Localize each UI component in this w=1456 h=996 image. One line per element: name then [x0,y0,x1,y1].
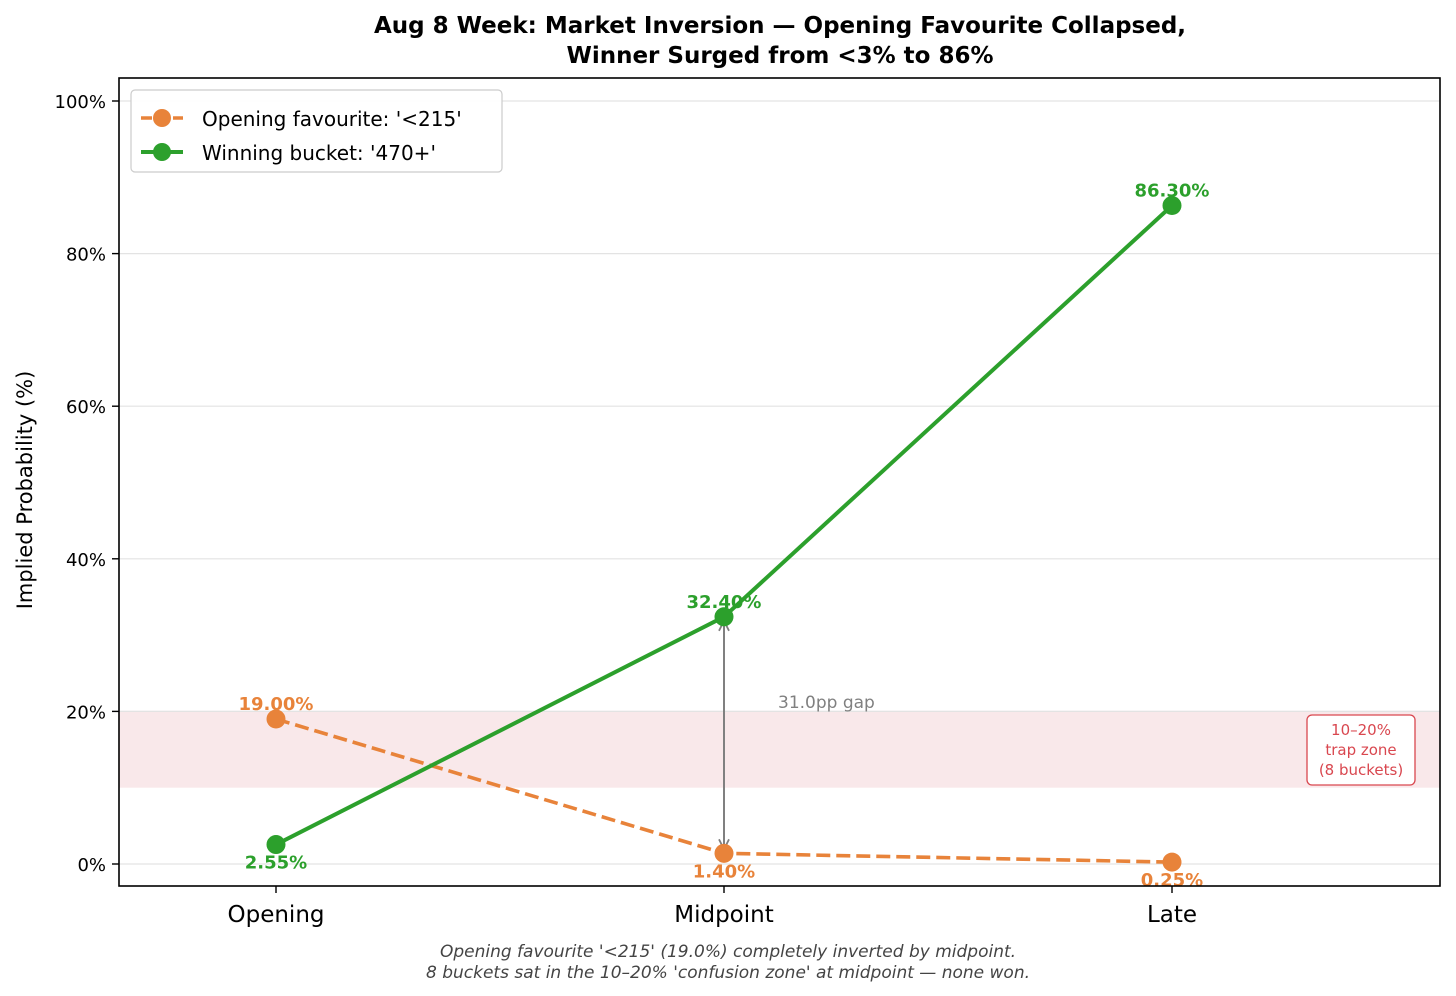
y-tick-label: 60% [66,397,106,418]
footnote-line-2: 8 buckets sat in the 10–20% 'confusion z… [426,963,1030,983]
data-point-opening-favourite [266,709,286,729]
y-tick-label: 20% [66,702,106,723]
chart-title-line-1: Aug 8 Week: Market Inversion — Opening F… [374,13,1186,39]
legend: Opening favourite: '<215' Winning bucket… [130,89,503,173]
grid-layer [119,100,1440,865]
legend-marker-opening-favourite [153,109,171,127]
data-point-winning-bucket [1162,196,1182,216]
x-tick-layer: Opening Midpoint Late [228,886,1197,928]
trap-zone-label: 10–20% trap zone (8 buckets) [1306,714,1416,786]
data-label-winning-bucket: 32.40% [687,592,762,613]
data-point-winning-bucket [714,607,734,627]
chart-title-line-2: Winner Surged from <3% to 86% [566,43,993,69]
data-label-winning-bucket: 86.30% [1135,181,1210,202]
data-point-opening-favourite [714,843,734,863]
data-point-winning-bucket [266,835,286,855]
y-tick-label: 100% [55,92,106,113]
data-label-opening-favourite: 19.00% [239,694,314,715]
series-layer: 19.00% 1.40% 0.25% 2.55% 32.40% 86.30% [239,181,1210,892]
y-tick-label: 40% [66,550,106,571]
trap-zone-label-box [1306,714,1416,786]
plot-frame [118,77,1441,887]
legend-label-opening-favourite: Opening favourite: '<215' [202,107,462,131]
x-tick-label: Midpoint [674,902,774,928]
trap-zone-label-line-1: 10–20% [1331,721,1391,739]
y-axis-label: Implied Probability (%) [13,371,37,610]
footnote-line-1: Opening favourite '<215' (19.0%) complet… [440,942,1016,962]
trap-zone-label-line-2: trap zone [1325,741,1396,759]
legend-box [130,89,503,173]
legend-label-winning-bucket: Winning bucket: '470+' [202,141,436,165]
data-point-opening-favourite [1162,852,1182,872]
y-tick-label: 80% [66,245,106,266]
data-label-winning-bucket: 2.55% [245,853,307,874]
data-label-opening-favourite: 0.25% [1141,870,1203,891]
trap-zone-band [119,711,1440,788]
y-tick-label: 0% [77,855,106,876]
data-label-opening-favourite: 1.40% [693,861,755,882]
trap-zone-label-line-3: (8 buckets) [1319,761,1403,779]
legend-marker-winning-bucket [153,143,171,161]
y-tick-layer: 0% 20% 40% 60% 80% 100% [55,92,119,876]
gap-label: 31.0pp gap [778,693,875,713]
x-tick-label: Late [1147,902,1197,928]
x-tick-label: Opening [228,902,325,928]
